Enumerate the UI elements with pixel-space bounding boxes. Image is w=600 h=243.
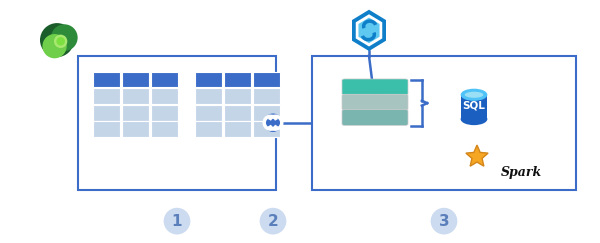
- FancyBboxPatch shape: [342, 79, 408, 95]
- Bar: [93, 88, 120, 104]
- Ellipse shape: [461, 89, 487, 101]
- Bar: [224, 88, 251, 104]
- Bar: [195, 72, 222, 87]
- Polygon shape: [356, 14, 382, 46]
- Ellipse shape: [54, 35, 67, 48]
- Polygon shape: [352, 10, 386, 51]
- Bar: [195, 121, 222, 137]
- Text: 2: 2: [268, 214, 278, 229]
- Bar: [93, 121, 120, 137]
- Ellipse shape: [264, 113, 282, 132]
- Bar: [195, 105, 222, 121]
- Ellipse shape: [40, 23, 74, 57]
- Bar: [151, 121, 178, 137]
- Polygon shape: [466, 145, 488, 166]
- Bar: [93, 105, 120, 121]
- Text: Spark: Spark: [501, 166, 542, 179]
- Ellipse shape: [51, 24, 77, 51]
- Ellipse shape: [260, 208, 286, 234]
- Bar: [78, 56, 276, 190]
- Bar: [122, 105, 149, 121]
- Bar: [253, 121, 280, 137]
- Bar: [253, 72, 280, 87]
- Bar: [122, 72, 149, 87]
- Bar: [253, 105, 280, 121]
- Bar: [151, 105, 178, 121]
- FancyBboxPatch shape: [342, 94, 408, 110]
- Text: 1: 1: [172, 214, 182, 229]
- Bar: [122, 88, 149, 104]
- Bar: [461, 95, 487, 119]
- Bar: [122, 121, 149, 137]
- Text: 3: 3: [439, 214, 449, 229]
- Bar: [224, 105, 251, 121]
- Bar: [253, 88, 280, 104]
- Bar: [151, 88, 178, 104]
- Ellipse shape: [464, 92, 484, 98]
- Bar: [93, 72, 120, 87]
- Ellipse shape: [461, 113, 487, 125]
- Bar: [151, 72, 178, 87]
- Bar: [312, 56, 576, 190]
- Ellipse shape: [164, 208, 190, 234]
- Bar: [224, 121, 251, 137]
- FancyBboxPatch shape: [342, 110, 408, 125]
- Bar: [195, 88, 222, 104]
- Polygon shape: [358, 17, 380, 43]
- Text: SQL: SQL: [463, 101, 485, 111]
- Bar: [224, 72, 251, 87]
- Ellipse shape: [56, 37, 65, 46]
- Ellipse shape: [431, 208, 457, 234]
- Ellipse shape: [43, 34, 67, 58]
